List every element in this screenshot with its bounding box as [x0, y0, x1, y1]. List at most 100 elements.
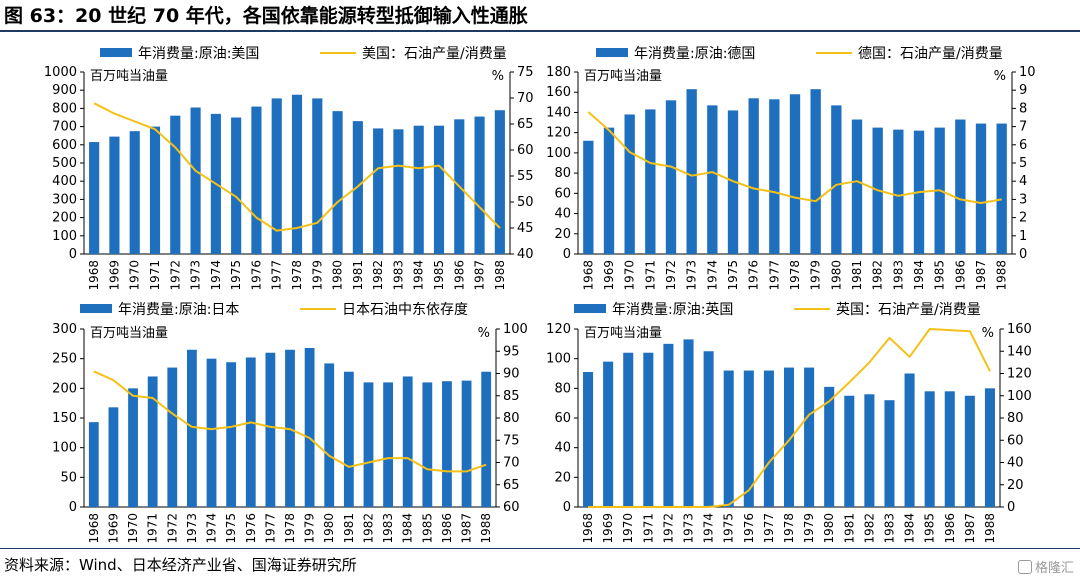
bar	[663, 343, 674, 507]
x-tick-label: 1971	[641, 513, 655, 544]
left-axis-tick-label: 300	[52, 192, 77, 207]
x-tick-label: 1972	[168, 260, 182, 291]
left-axis-tick-label: 40	[554, 207, 571, 222]
legend: 年消费量:原油:德国 德国：石油产量/消费量	[596, 46, 1003, 62]
x-tick-label: 1987	[974, 260, 988, 291]
bar	[170, 115, 181, 255]
legend-bar-label: 年消费量:原油:德国	[634, 46, 755, 62]
bar	[442, 381, 452, 507]
bar	[783, 367, 795, 507]
bar	[789, 94, 801, 254]
left-unit-label: 百万吨当油量	[584, 69, 662, 84]
x-tick-label: 1984	[401, 513, 415, 544]
x-tick-label: 1976	[249, 260, 263, 291]
x-tick-label: 1983	[391, 260, 405, 291]
right-axis-tick-label: 75	[503, 433, 520, 448]
right-axis-tick-label: 75	[517, 65, 534, 80]
x-tick-label: 1969	[601, 513, 615, 544]
right-axis-tick-label: 100	[503, 322, 528, 337]
x-tick-label: 1981	[351, 260, 365, 291]
line-series	[93, 102, 501, 232]
bar	[683, 339, 694, 507]
x-tick-label: 1983	[882, 513, 896, 544]
left-axis-tick-label: 0	[69, 247, 77, 262]
legend-line-label: 日本石油中东依存度	[342, 302, 468, 318]
chart-usa: 年消费量:原油:美国 美国：石油产量/消费量0100200300400500600…	[44, 46, 534, 291]
right-axis-tick-label: 120	[1007, 367, 1032, 382]
x-tick-label: 1985	[420, 513, 434, 544]
bar	[645, 109, 656, 255]
bar	[743, 370, 754, 507]
right-axis-tick-label: 140	[1007, 344, 1032, 359]
left-axis-tick-label: 200	[52, 211, 77, 226]
x-tick-label: 1973	[185, 513, 199, 544]
x-tick-label: 1968	[87, 260, 101, 291]
bar	[231, 117, 242, 254]
x-axis-labels: 1968 1969 1970 1971 1972 1973 1974 1975 1976 1977…	[581, 260, 1008, 291]
bar	[89, 142, 100, 254]
right-axis-tick-label: 160	[1007, 322, 1032, 337]
x-tick-label: 1975	[229, 260, 243, 291]
x-tick-label: 1976	[742, 513, 756, 544]
right-axis-tick-label: 10	[1019, 65, 1036, 80]
source-note: 资料来源：Wind、日本经济产业省、国海证券研究所	[4, 556, 357, 574]
legend-bar-swatch	[100, 48, 132, 57]
bar-series	[88, 347, 492, 507]
x-tick-label: 1981	[342, 513, 356, 544]
x-tick-label: 1985	[923, 513, 937, 544]
bar	[996, 123, 1007, 254]
left-unit-label: 百万吨当油量	[584, 326, 662, 341]
footer-rule	[0, 548, 1080, 549]
bar	[884, 400, 895, 507]
x-tick-label: 1978	[788, 260, 802, 291]
x-tick-label: 1969	[602, 260, 616, 291]
left-axis-tick-label: 80	[554, 166, 571, 181]
x-tick-label: 1981	[850, 260, 864, 291]
x-tick-label: 1982	[361, 513, 375, 544]
x-tick-label: 1977	[762, 513, 776, 544]
bar	[422, 382, 433, 507]
x-tick-label: 1986	[943, 513, 957, 544]
line-series	[93, 370, 487, 473]
x-tick-label: 1986	[440, 513, 454, 544]
x-tick-label: 1971	[146, 513, 160, 544]
bar	[304, 347, 315, 507]
bar	[433, 125, 445, 254]
right-axis: 60 65 70 75 80 85 90 95 100	[495, 322, 528, 515]
bar	[624, 114, 635, 254]
bar	[474, 116, 485, 254]
line-series	[587, 111, 1002, 204]
right-axis-tick-label: 65	[517, 117, 534, 132]
legend-bar-swatch	[80, 304, 112, 313]
x-tick-label: 1988	[493, 260, 507, 291]
right-axis-tick-label: 55	[517, 169, 534, 184]
x-tick-label: 1969	[106, 513, 120, 544]
x-tick-label: 1984	[912, 260, 926, 291]
right-axis-tick-label: 80	[503, 411, 520, 426]
left-axis-tick-label: 500	[52, 156, 77, 171]
bar	[402, 376, 413, 507]
legend: 年消费量:原油:美国 美国：石油产量/消费量	[100, 46, 507, 62]
bar	[187, 349, 197, 507]
right-axis-tick-label: 80	[1007, 411, 1024, 426]
bar	[944, 391, 955, 507]
bar	[707, 105, 718, 254]
bar	[904, 373, 915, 507]
bar	[461, 380, 472, 507]
x-tick-label: 1970	[126, 513, 140, 544]
right-axis: 40 45 50 55 60 65 70 75	[509, 65, 534, 262]
right-axis-tick-label: 50	[517, 195, 534, 210]
x-tick-label: 1987	[963, 513, 977, 544]
legend: 年消费量:原油:英国 英国：石油产量/消费量	[574, 301, 981, 318]
bar	[804, 367, 815, 507]
legend-bar-swatch	[574, 304, 606, 313]
right-axis-tick-label: 40	[517, 247, 534, 262]
bar	[383, 382, 393, 507]
right-axis-tick-label: 0	[1019, 247, 1027, 262]
bar	[824, 386, 835, 507]
left-axis-tick-label: 0	[563, 247, 571, 262]
bar	[893, 129, 904, 254]
left-axis-tick-label: 250	[52, 352, 77, 367]
right-axis-tick-label: 100	[1007, 389, 1032, 404]
